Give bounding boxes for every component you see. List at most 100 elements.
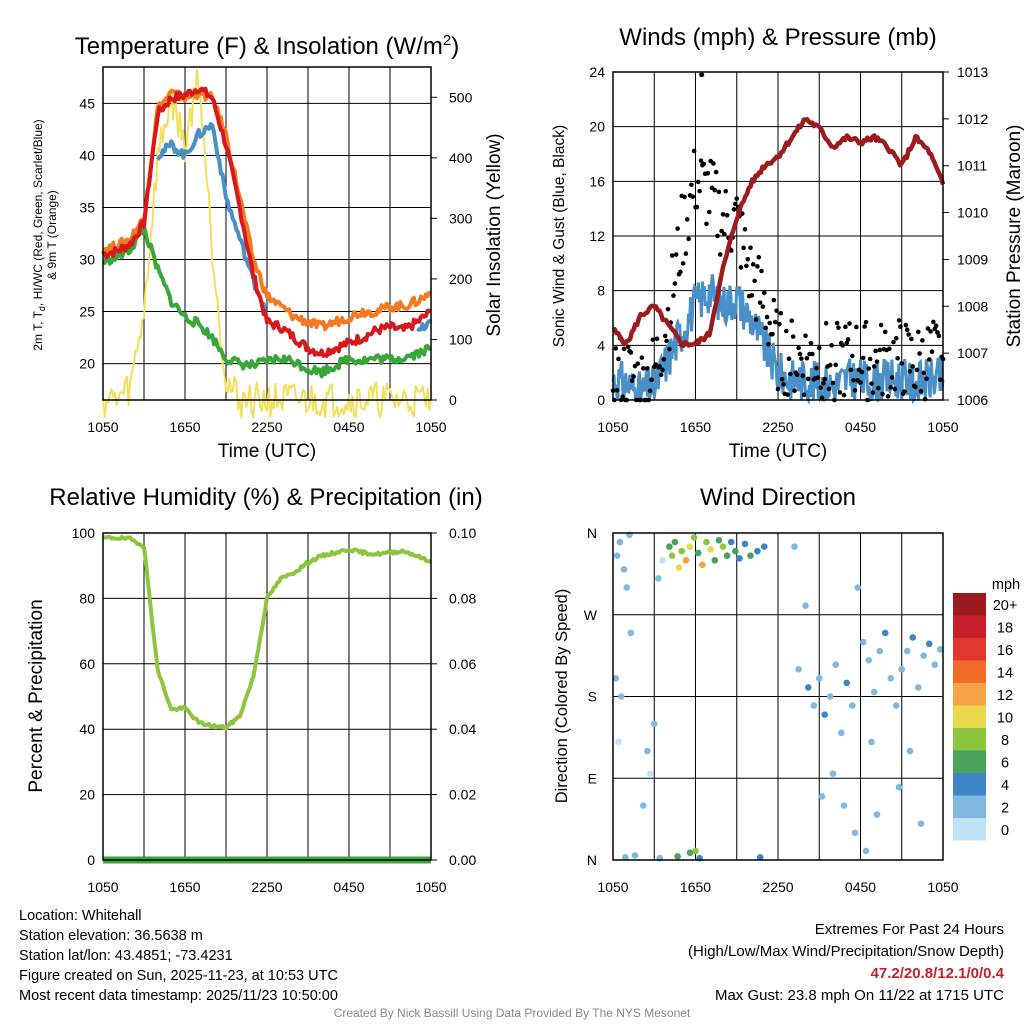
- gust-point: [717, 252, 723, 257]
- direction-point: [909, 634, 917, 641]
- direction-point: [865, 656, 873, 664]
- speed-legend: mph 20+ 18 16 14 12 10 8 6 4 2 0: [953, 577, 1020, 841]
- gust-point: [750, 262, 756, 267]
- legend-label: 12: [997, 688, 1013, 704]
- gust-point: [805, 376, 811, 382]
- gust-point: [757, 300, 763, 305]
- gust-point: [888, 385, 894, 390]
- direction-point: [837, 729, 845, 737]
- direction-point: [650, 720, 658, 728]
- gust-point: [913, 384, 918, 390]
- y2-tick-label: 1012: [957, 111, 988, 127]
- gust-point: [836, 325, 841, 330]
- gust-point: [907, 369, 913, 374]
- gust-point: [852, 388, 858, 393]
- y-tick-label: 45: [79, 95, 95, 111]
- gust-point: [867, 356, 873, 362]
- gust-point: [841, 392, 847, 398]
- station-latlon: Station lat/lon: 43.4851; -73.4231: [19, 948, 233, 964]
- legend-label: 14: [997, 666, 1013, 682]
- plot-border: [102, 66, 432, 401]
- gust-point: [933, 323, 939, 329]
- wind-plot-area: 1050 1650 2250 0450 1050 0 4 8 12 16 20 24 1006 1007 1…: [589, 64, 988, 435]
- gust-point: [682, 194, 687, 200]
- gust-point: [771, 297, 777, 303]
- y-tick-label: 30: [79, 252, 95, 268]
- x-tick-label: 1050: [415, 879, 446, 895]
- direction-point: [818, 793, 826, 800]
- series-2m-t: [101, 86, 432, 358]
- gust-point: [691, 148, 697, 154]
- direction-point: [666, 543, 673, 550]
- legend-title: mph: [992, 577, 1020, 593]
- gust-point: [896, 318, 902, 323]
- wind-ylabel-right: Station Pressure (Maroon): [1004, 125, 1024, 348]
- direction-point: [832, 661, 840, 669]
- y2-tick-label: 0.08: [449, 590, 476, 606]
- legend-label: 18: [997, 621, 1013, 637]
- direction-point: [682, 556, 690, 564]
- dir-title: Wind Direction: [700, 484, 856, 511]
- legend-label: 4: [1001, 778, 1009, 794]
- y2-tick-label: 0.02: [449, 787, 476, 803]
- y-tick-label: 16: [589, 173, 605, 189]
- direction-point: [829, 770, 837, 778]
- gust-point: [635, 361, 641, 366]
- direction-point: [675, 564, 683, 571]
- max-gust: Max Gust: 23.8 mph On 11/22 at 1715 UTC: [714, 987, 1004, 1004]
- legend-label: 6: [1001, 756, 1009, 772]
- gust-point: [915, 329, 921, 335]
- temp-title: Temperature (F) & Insolation (W/m2): [75, 32, 459, 60]
- series-hi-wc: [156, 122, 433, 332]
- y-tick-label: 100: [72, 525, 96, 541]
- x-tick-label: 0450: [845, 879, 876, 895]
- gust-point: [755, 264, 760, 269]
- gust-point: [866, 366, 872, 371]
- y-tick-label: 0: [87, 852, 95, 868]
- gust-point: [926, 357, 932, 362]
- gust-point: [742, 226, 748, 232]
- gust-point: [629, 378, 635, 384]
- y-tick-label: S: [588, 689, 597, 705]
- gust-point: [902, 389, 907, 394]
- gust-point: [887, 346, 892, 351]
- y-tick-label: 8: [597, 283, 605, 299]
- gust-point: [738, 265, 744, 270]
- series-relative-humidity: [101, 534, 433, 731]
- gust-point: [918, 388, 924, 394]
- gust-point: [689, 182, 694, 188]
- y2-tick-label: 300: [449, 210, 473, 226]
- legend-swatch: [953, 593, 986, 616]
- temp-ylabel-left-2: & 9m T (Orange): [45, 190, 59, 280]
- gust-point: [621, 346, 627, 352]
- gust-point: [863, 319, 869, 325]
- direction-point: [674, 853, 681, 860]
- series-station-pressure: [611, 117, 946, 349]
- gust-point: [851, 378, 856, 383]
- gust-point: [819, 395, 825, 401]
- gust-point: [772, 319, 778, 325]
- gust-point: [788, 371, 793, 377]
- gust-point: [767, 320, 773, 326]
- gust-point: [752, 278, 757, 284]
- y2-tick-label: 0.04: [449, 721, 476, 737]
- gust-point: [684, 217, 690, 222]
- gust-point: [903, 322, 909, 328]
- x-tick-label: 2250: [251, 419, 282, 435]
- gust-point: [723, 188, 729, 194]
- direction-point: [826, 693, 834, 700]
- direction-point: [741, 540, 749, 548]
- gust-point: [925, 326, 931, 331]
- direction-point: [622, 853, 629, 861]
- legend-swatch: [953, 705, 986, 728]
- direction-point: [655, 575, 662, 582]
- gust-point: [753, 317, 759, 322]
- gust-point: [826, 386, 832, 392]
- gust-point: [799, 356, 804, 361]
- direction-point: [862, 847, 870, 855]
- direction-point: [707, 546, 714, 553]
- legend-swatch: [953, 683, 986, 706]
- gust-point: [639, 355, 645, 360]
- gust-point: [706, 209, 712, 215]
- gust-point: [614, 387, 620, 393]
